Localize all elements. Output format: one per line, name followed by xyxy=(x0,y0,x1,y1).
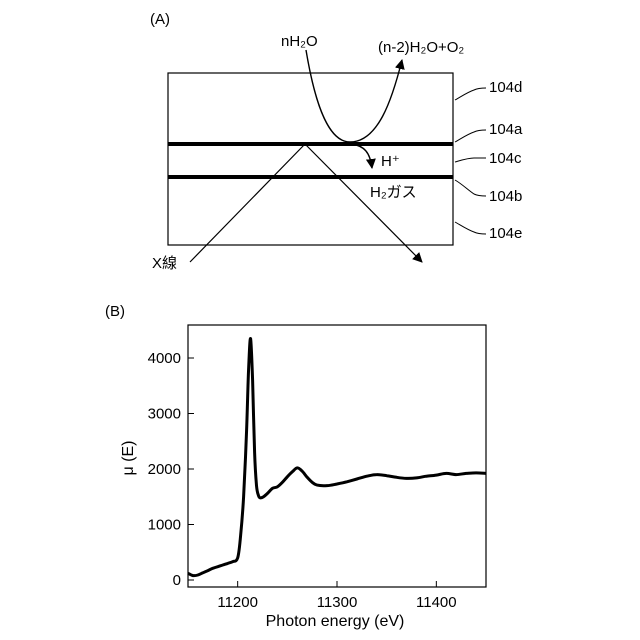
plot-frame xyxy=(188,325,486,587)
panel-a: (A) nH₂O (n-2)H₂O+O₂ H⁺ H₂ガス X線 104d 104… xyxy=(150,11,523,272)
x-tick-label: 11400 xyxy=(416,594,457,611)
y-tick-label: 0 xyxy=(173,572,181,589)
x-axis-title: Photon energy (eV) xyxy=(266,613,405,630)
device-box xyxy=(168,73,453,245)
water-reaction-arrow xyxy=(306,50,402,142)
xray-label: X線 xyxy=(152,255,177,272)
panel-b-label: (B) xyxy=(105,303,125,320)
xray-incident-line xyxy=(190,144,305,262)
xanes-spectrum-line xyxy=(188,338,486,575)
layer-callouts xyxy=(455,88,486,234)
proton-label: H⁺ xyxy=(381,153,400,170)
y-tick-label: 1000 xyxy=(148,517,181,534)
layer-label-104a: 104a xyxy=(489,121,523,138)
gas-label: H₂ガス xyxy=(370,184,417,201)
callout-104c xyxy=(455,158,486,162)
y-tick-label: 2000 xyxy=(148,461,181,478)
layer-label-104c: 104c xyxy=(489,150,522,167)
proton-arrow xyxy=(352,144,372,168)
x-tick-label: 11300 xyxy=(317,594,358,611)
layer-label-104d: 104d xyxy=(489,79,522,96)
layer-label-104b: 104b xyxy=(489,188,522,205)
panel-a-label: (A) xyxy=(150,11,170,28)
xray-reflected-arrow xyxy=(305,144,422,262)
y-axis-title: μ (E) xyxy=(120,441,137,476)
x-tick-label: 11200 xyxy=(217,594,258,611)
x-axis-ticks: 11200 11300 11400 xyxy=(217,581,456,611)
y-axis-ticks: 0 1000 2000 3000 4000 xyxy=(148,350,194,589)
layer-label-104e: 104e xyxy=(489,225,522,242)
y-tick-label: 4000 xyxy=(148,350,181,367)
callout-104a xyxy=(455,130,486,142)
product-label: (n-2)H₂O+O₂ xyxy=(378,39,464,56)
callout-104b xyxy=(455,180,486,196)
panel-b: (B) 0 1000 2000 3000 4000 11200 11300 11400 Ph… xyxy=(105,303,486,630)
callout-104d xyxy=(455,88,486,100)
y-tick-label: 3000 xyxy=(148,406,181,423)
callout-104e xyxy=(455,222,486,234)
reactant-label: nH₂O xyxy=(281,33,318,50)
